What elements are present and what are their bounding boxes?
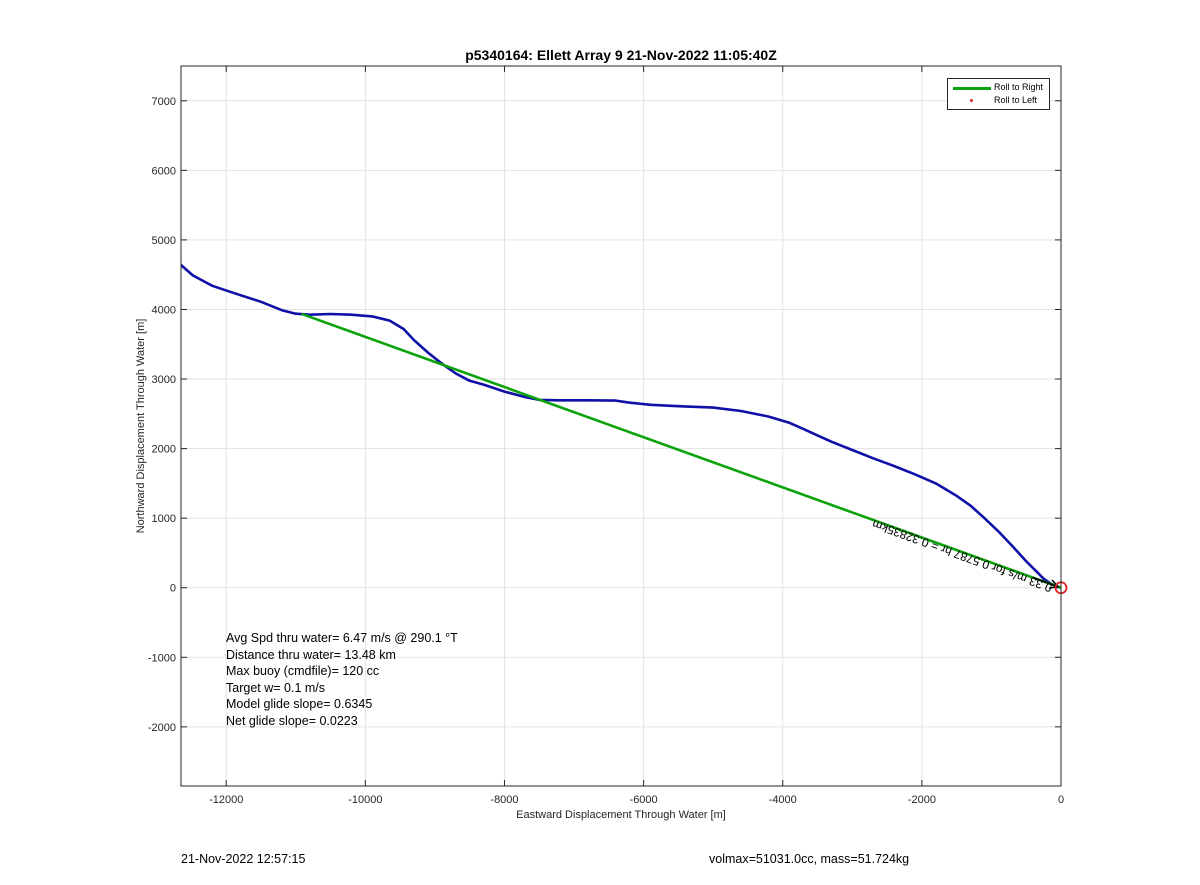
stat-model-glide: Model glide slope= 0.6345 <box>226 697 373 711</box>
x-tick-label: -4000 <box>769 794 797 806</box>
series-net-line <box>301 312 1061 590</box>
y-tick-label: 5000 <box>152 235 176 247</box>
x-tick-label: -12000 <box>209 794 243 806</box>
legend: Roll to Right Roll to Left <box>947 78 1050 110</box>
y-tick-label: 4000 <box>152 304 176 316</box>
series-group <box>181 263 1061 590</box>
y-tick-label: -1000 <box>148 652 176 664</box>
y-tick-label: 0 <box>170 583 176 595</box>
stat-net-glide: Net glide slope= 0.0223 <box>226 713 358 728</box>
legend-entry-roll-right: Roll to Right <box>948 82 1049 94</box>
x-tick-label: -6000 <box>630 794 658 806</box>
y-tick-label: 6000 <box>152 165 176 177</box>
y-axis-label: Northward Displacement Through Water [m] <box>135 319 147 534</box>
stats-text-block: Avg Spd thru water= 6.47 m/s @ 290.1 °T … <box>226 630 458 729</box>
legend-swatch-dot <box>970 99 973 102</box>
y-tick-label: 7000 <box>152 96 176 108</box>
footer-timestamp: 21-Nov-2022 12:57:15 <box>181 852 306 866</box>
x-tick-label: -10000 <box>348 794 382 806</box>
x-tick-label: -8000 <box>490 794 518 806</box>
stat-target-w: Target w= 0.1 m/s <box>226 680 325 695</box>
legend-swatch-line <box>953 87 991 90</box>
y-tick-label: 1000 <box>152 513 176 525</box>
legend-entry-roll-left: Roll to Left <box>948 95 1049 107</box>
current-arrow-shaft <box>1032 576 1059 588</box>
y-tick-label: -2000 <box>148 722 176 734</box>
x-tick-label: -2000 <box>908 794 936 806</box>
legend-label: Roll to Left <box>994 95 1038 105</box>
footer-mass-info: volmax=51031.0cc, mass=51.724kg <box>709 852 910 866</box>
plot-area <box>181 66 1061 786</box>
x-axis-label: Eastward Displacement Through Water [m] <box>516 809 726 821</box>
stat-avg-speed: Avg Spd thru water= 6.47 m/s @ 290.1 °T <box>226 631 458 645</box>
y-tick-label: 3000 <box>152 374 176 386</box>
ticks: -12000 -10000 -8000 -6000 -4000 -2000 0-2000-1… <box>148 66 1064 806</box>
stat-distance: Distance thru water= 13.48 km <box>226 647 396 662</box>
chart-title: p5340164: Ellett Array 9 21-Nov-2022 11:… <box>465 47 777 63</box>
grid <box>181 66 1062 786</box>
legend-label: Roll to Right <box>994 82 1044 92</box>
y-tick-label: 2000 <box>152 444 176 456</box>
x-tick-label: 0 <box>1058 794 1064 806</box>
current-arrow-head <box>1048 579 1060 589</box>
series-track-line <box>181 263 1061 590</box>
axes-box <box>180 65 1062 787</box>
stat-max-buoy: Max buoy (cmdfile)= 120 cc <box>226 664 380 678</box>
